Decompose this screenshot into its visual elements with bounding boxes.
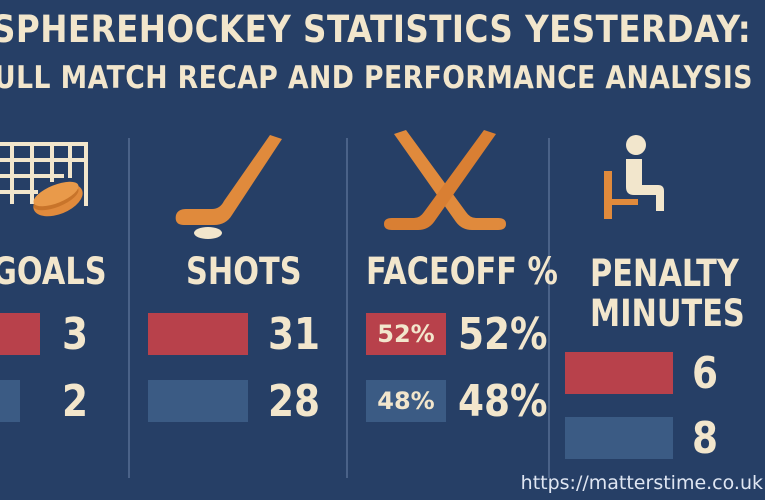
page-title: SPHEREHOCKEY STATISTICS YESTERDAY:: [0, 8, 752, 51]
goals-label: GOALS: [0, 250, 107, 293]
faceoff-away-value: 48%: [458, 376, 548, 427]
page-subtitle: ULL MATCH RECAP AND PERFORMANCE ANALYSIS: [0, 60, 753, 96]
penalty-home-value: 6: [692, 348, 719, 399]
shots-home-value: 31: [268, 309, 321, 360]
shots-away-value: 28: [268, 376, 321, 427]
goals-away-bar: [0, 380, 20, 422]
hockey-net-icon: [0, 138, 94, 232]
penalty-box-icon: [600, 135, 680, 229]
faceoff-label: FACEOFF %: [366, 250, 558, 293]
penalty-label-line1: PENALTY: [590, 252, 739, 295]
hockey-stick-icon: [172, 135, 302, 249]
source-url: https://matterstime.co.uk: [520, 472, 763, 494]
penalty-label-line2: MINUTES: [590, 292, 745, 335]
faceoff-home-bar-label: 52%: [377, 320, 435, 348]
penalty-away-bar: [565, 417, 673, 459]
goals-home-value: 3: [62, 309, 89, 360]
shots-away-bar: [148, 380, 248, 422]
goals-away-value: 2: [62, 376, 89, 427]
goals-home-bar: [0, 313, 40, 355]
penalty-away-value: 8: [692, 413, 719, 464]
column-divider: [346, 138, 348, 478]
penalty-home-bar: [565, 352, 673, 394]
shots-label: SHOTS: [186, 250, 302, 293]
column-divider: [548, 138, 550, 478]
faceoff-home-bar: 52%: [366, 313, 446, 355]
crossed-sticks-icon: [380, 130, 510, 249]
column-divider: [128, 138, 130, 478]
faceoff-away-bar: 48%: [366, 380, 446, 422]
faceoff-home-value: 52%: [458, 309, 548, 360]
faceoff-away-bar-label: 48%: [377, 387, 435, 415]
shots-home-bar: [148, 313, 248, 355]
